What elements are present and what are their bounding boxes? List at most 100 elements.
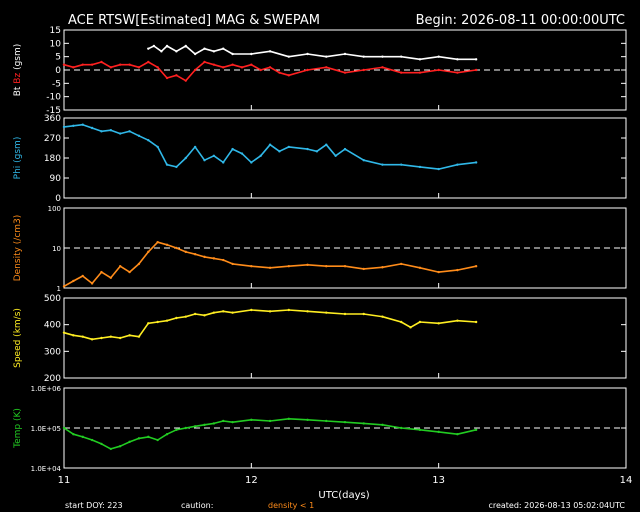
data-point-temp [212,422,216,425]
y-tick-label: 270 [44,134,61,144]
data-point-speed [72,334,75,337]
data-point-bt [474,58,478,61]
data-point-speed [268,310,272,313]
y-axis-label-temp: Temp (K) [13,408,23,449]
x-axis: 11 12 13 14 [58,475,633,486]
data-point-density [147,250,150,254]
data-point-density [437,270,440,274]
data-point-density [212,257,216,260]
data-point-bt [381,55,384,58]
data-point-speed [400,320,403,324]
data-point-phi [128,130,131,133]
data-point-speed [184,315,187,318]
data-point-speed [193,312,197,316]
data-point-phi [175,165,178,169]
data-point-bt [231,52,234,56]
y-tick-label: 90 [50,174,62,184]
panel-density: 100 10 1 Density (/cm3) [13,205,627,293]
data-point-bz [259,68,262,72]
data-point-density [287,265,290,268]
data-point-phi [184,156,187,160]
data-point-phi [203,159,206,162]
data-point-density [175,246,178,250]
data-point-density [165,243,169,247]
data-point-speed [81,335,84,338]
data-point-density [381,266,384,269]
data-point-bt [193,52,197,56]
series-line-density [63,241,477,287]
y-tick-label: 100 [48,205,61,213]
data-point-speed [119,336,122,340]
data-point-phi [100,130,103,133]
data-point-bt [250,52,253,56]
data-point-speed [362,312,365,316]
data-point-speed [100,336,103,340]
data-point-density [137,262,141,266]
data-point-speed [325,311,328,314]
data-point-bz [343,71,347,74]
y-tick-label: 200 [44,374,61,384]
data-point-bz [119,63,122,66]
data-point-bz [212,63,216,66]
data-point-bt [222,47,225,50]
data-point-temp [343,420,347,424]
data-point-density [81,274,84,278]
y-tick-label: 180 [44,154,61,164]
data-point-temp [81,435,84,439]
data-point-temp [437,430,440,434]
data-point-bz [72,66,75,69]
data-point-speed [381,315,384,318]
data-point-bz [90,63,94,66]
data-point-phi [81,123,84,126]
data-point-bt [175,50,178,53]
data-point-density [128,270,131,274]
data-point-speed [90,338,94,341]
y-tick-label: 10 [52,245,61,253]
y-tick-label: 10 [50,39,62,49]
y-axis-label-speed: Speed (km/s) [13,308,23,368]
data-point-speed [165,319,169,322]
data-point-phi [90,126,94,130]
data-point-phi [109,129,113,132]
data-point-density [203,255,206,259]
data-point-temp [147,435,150,439]
data-point-speed [62,331,66,334]
data-point-temp [325,419,328,423]
data-point-temp [362,422,365,425]
data-point-bz [184,79,187,82]
data-point-phi [418,165,422,169]
data-point-phi [156,145,159,149]
data-point-bz [156,66,159,69]
panel-speed: 500 400 300 200 Speed (km/s) [13,294,627,384]
data-point-temp [381,423,384,427]
data-point-density [109,276,113,279]
data-point-phi [222,161,225,164]
data-point-density [231,262,234,266]
data-point-bt [362,55,365,58]
data-point-density [222,258,225,262]
data-point-bz [474,68,478,72]
y-tick-label: 0 [55,194,61,204]
x-tick-label: 12 [245,475,258,486]
data-point-density [343,265,347,268]
data-point-bz [362,68,365,72]
y-tick-label: 1 [57,285,61,293]
data-point-bt [437,55,440,58]
data-point-bt [165,44,169,48]
data-point-bz [62,63,66,66]
data-point-speed [474,320,478,324]
data-point-bz [109,66,113,69]
data-point-phi [137,134,141,137]
data-point-bz [128,63,131,66]
data-point-phi [343,147,347,151]
data-point-bz [240,66,244,69]
y-tick-label: 360 [44,114,61,124]
y-tick-label: 15 [50,26,61,36]
data-point-density [250,265,253,268]
data-point-speed [128,334,131,337]
data-point-bz [250,63,253,66]
data-point-temp [287,417,290,420]
data-point-phi [334,154,337,157]
panels-group: 15 10 5 0 -5 -10 -15 Bt Bz (gsm) 360 270 180 90 0 Phi… [13,26,627,473]
